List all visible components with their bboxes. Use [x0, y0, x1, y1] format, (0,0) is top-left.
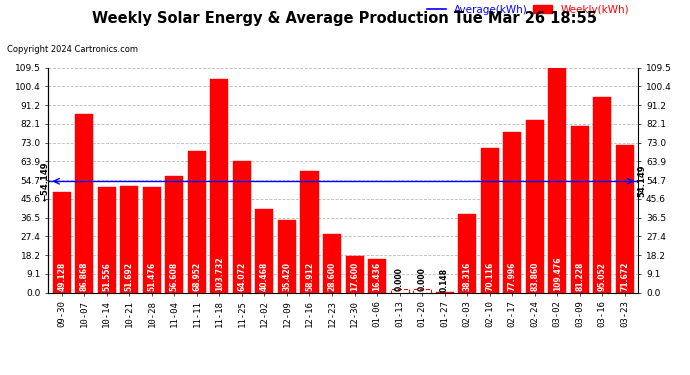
Text: 95.052: 95.052 — [598, 262, 607, 291]
Bar — [458, 214, 476, 292]
Bar — [548, 68, 566, 292]
Text: Weekly Solar Energy & Average Production Tue Mar 26 18:55: Weekly Solar Energy & Average Production… — [92, 11, 598, 26]
Bar — [143, 187, 161, 292]
Text: 58.912: 58.912 — [305, 262, 314, 291]
Text: 64.072: 64.072 — [237, 262, 246, 291]
Text: 54.149: 54.149 — [637, 165, 646, 198]
Text: 109.476: 109.476 — [553, 256, 562, 291]
Bar — [166, 176, 184, 292]
Text: 51.692: 51.692 — [125, 262, 134, 291]
Text: 70.116: 70.116 — [485, 262, 494, 291]
Bar — [526, 120, 544, 292]
Text: 40.468: 40.468 — [260, 262, 269, 291]
Text: 51.556: 51.556 — [102, 262, 111, 291]
Text: 86.868: 86.868 — [80, 261, 89, 291]
Text: 0.148: 0.148 — [440, 268, 449, 292]
Bar — [278, 220, 296, 292]
Bar — [391, 290, 408, 292]
Text: 51.476: 51.476 — [148, 262, 157, 291]
Text: 103.732: 103.732 — [215, 256, 224, 291]
Text: 68.952: 68.952 — [193, 262, 201, 291]
Bar — [53, 192, 71, 292]
Bar — [233, 161, 251, 292]
Bar — [593, 97, 611, 292]
Bar — [210, 80, 228, 292]
Bar — [413, 290, 431, 292]
Bar — [120, 186, 139, 292]
Bar — [571, 126, 589, 292]
Bar — [255, 209, 273, 292]
Bar — [75, 114, 93, 292]
Text: 77.996: 77.996 — [508, 261, 517, 291]
Legend: Average(kWh), Weekly(kWh): Average(kWh), Weekly(kWh) — [423, 1, 633, 19]
Text: 17.600: 17.600 — [350, 262, 359, 291]
Text: 81.228: 81.228 — [575, 261, 584, 291]
Bar — [188, 151, 206, 292]
Text: 71.672: 71.672 — [620, 261, 629, 291]
Text: 0.000: 0.000 — [417, 268, 426, 291]
Bar — [323, 234, 341, 292]
Text: 38.316: 38.316 — [462, 262, 472, 291]
Bar — [481, 148, 499, 292]
Bar — [615, 145, 633, 292]
Text: Copyright 2024 Cartronics.com: Copyright 2024 Cartronics.com — [7, 45, 138, 54]
Bar — [98, 187, 116, 292]
Text: 0.000: 0.000 — [395, 268, 404, 291]
Text: 56.608: 56.608 — [170, 262, 179, 291]
Text: 35.420: 35.420 — [282, 262, 291, 291]
Bar — [503, 132, 521, 292]
Bar — [300, 171, 319, 292]
Text: ←54.149: ←54.149 — [41, 162, 50, 201]
Text: 83.860: 83.860 — [530, 261, 539, 291]
Text: 28.600: 28.600 — [328, 262, 337, 291]
Bar — [346, 256, 364, 292]
Bar — [368, 259, 386, 292]
Text: 16.436: 16.436 — [373, 262, 382, 291]
Text: 49.128: 49.128 — [57, 262, 66, 291]
